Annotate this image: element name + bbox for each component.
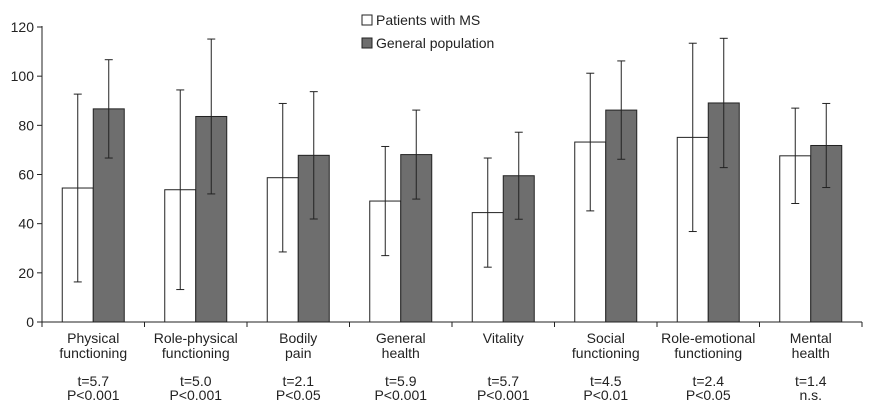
x-category-label: Role-physical xyxy=(154,330,238,346)
stat-label: t=5.7 xyxy=(77,373,109,389)
stat-labels: t=5.7P<0.001t=5.0P<0.001t=2.1P<0.05t=5.9… xyxy=(67,373,827,403)
x-category-label: functioning xyxy=(674,345,742,361)
stat-label: P<0.001 xyxy=(477,387,530,403)
category-labels: PhysicalfunctioningRole-physicalfunction… xyxy=(59,330,831,361)
legend: Patients with MS General population xyxy=(361,12,494,51)
x-category-label: Mental xyxy=(790,330,832,346)
x-category-label: functioning xyxy=(572,345,640,361)
x-category-label: Bodily xyxy=(279,330,317,346)
stat-label: P<0.001 xyxy=(374,387,427,403)
x-category-label: Role-emotional xyxy=(661,330,755,346)
stat-label: P<0.05 xyxy=(686,387,731,403)
y-tick-label: 100 xyxy=(11,68,35,84)
stat-label: n.s. xyxy=(799,387,822,403)
stat-label: t=2.4 xyxy=(692,373,724,389)
stat-label: t=4.5 xyxy=(590,373,622,389)
stat-label: t=5.7 xyxy=(487,373,519,389)
y-tick-label: 20 xyxy=(18,265,34,281)
x-category-label: pain xyxy=(285,345,311,361)
x-category-label: Social xyxy=(587,330,625,346)
stat-label: t=5.9 xyxy=(385,373,417,389)
legend-label-general-population: General population xyxy=(376,35,494,51)
x-category-label: health xyxy=(382,345,420,361)
y-tick-label: 40 xyxy=(18,216,34,232)
y-tick-label: 0 xyxy=(26,314,34,330)
x-category-label: health xyxy=(792,345,830,361)
x-category-label: functioning xyxy=(162,345,230,361)
y-tick-label: 120 xyxy=(11,19,35,35)
stat-label: P<0.01 xyxy=(583,387,628,403)
stat-label: t=1.4 xyxy=(795,373,827,389)
stat-label: P<0.05 xyxy=(276,387,321,403)
legend-label-patients: Patients with MS xyxy=(376,12,480,28)
error-bars xyxy=(73,37,831,291)
legend-swatch-patients xyxy=(361,14,373,26)
stat-label: t=5.0 xyxy=(180,373,212,389)
stat-label: t=2.1 xyxy=(282,373,314,389)
x-category-label: Physical xyxy=(67,330,119,346)
x-category-label: functioning xyxy=(59,345,127,361)
x-category-label: Vitality xyxy=(483,330,524,346)
y-tick-label: 80 xyxy=(18,117,34,133)
y-tick-label: 60 xyxy=(18,167,34,183)
legend-swatch-general-population xyxy=(361,37,373,49)
stat-label: P<0.001 xyxy=(169,387,222,403)
x-category-label: General xyxy=(376,330,426,346)
stat-label: P<0.001 xyxy=(67,387,120,403)
